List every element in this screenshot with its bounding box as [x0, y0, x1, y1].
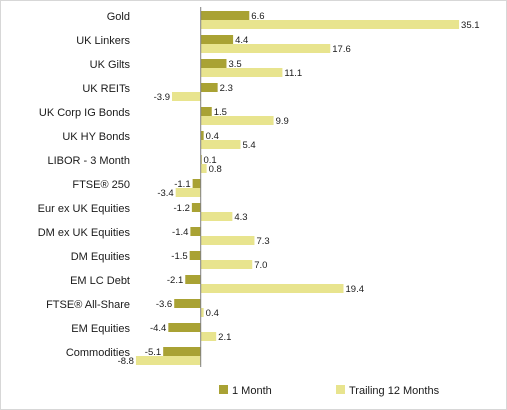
data-label: 17.6: [332, 44, 351, 55]
data-label: -1.1: [174, 179, 190, 190]
bar-trailing-12-months: [200, 68, 283, 77]
data-label: 7.0: [254, 260, 267, 271]
category-label: EM Equities: [71, 323, 130, 335]
category-label: DM ex UK Equities: [38, 227, 131, 239]
data-label: 0.4: [206, 131, 219, 142]
category-label: FTSE® 250: [72, 179, 130, 191]
category-label: Commodities: [66, 347, 131, 359]
category-label: UK Gilts: [90, 59, 131, 71]
data-label: 1.5: [214, 107, 227, 118]
bar-trailing-12-months: [200, 284, 344, 293]
category-label: FTSE® All-Share: [46, 299, 130, 311]
category-label: EM LC Debt: [70, 275, 130, 287]
data-label: -3.4: [157, 188, 173, 199]
data-label: 0.1: [203, 155, 216, 166]
data-label: -1.4: [172, 227, 188, 238]
legend: 1 Month Trailing 12 Months: [219, 385, 440, 397]
data-label: 19.4: [346, 284, 365, 295]
bar-1-month: [200, 11, 250, 20]
bar-trailing-12-months: [200, 44, 331, 53]
data-label: -3.9: [154, 92, 170, 103]
bar-1-month: [185, 275, 201, 284]
data-label: 7.3: [256, 236, 269, 247]
data-label: 6.6: [251, 11, 264, 22]
bar-trailing-12-months: [200, 164, 207, 173]
data-label: -8.8: [118, 356, 134, 367]
data-label: -1.5: [171, 251, 187, 262]
data-label: 9.9: [276, 116, 289, 127]
bar-1-month: [200, 59, 227, 68]
bar-trailing-12-months: [200, 260, 253, 269]
bar-trailing-12-months: [200, 332, 217, 341]
data-label: 11.1: [284, 68, 302, 79]
bar-1-month: [191, 203, 201, 212]
bar-1-month: [200, 35, 234, 44]
category-label: UK Linkers: [76, 35, 130, 47]
bar-1-month: [163, 347, 201, 356]
legend-swatch: [219, 385, 228, 394]
data-label: 2.1: [218, 332, 231, 343]
legend-label: 1 Month: [232, 385, 272, 397]
data-label: -5.1: [145, 347, 161, 358]
bar-trailing-12-months: [200, 116, 274, 125]
bar-1-month: [174, 299, 201, 308]
data-label: 3.5: [228, 59, 241, 70]
category-label: LIBOR - 3 Month: [47, 155, 130, 167]
data-label: 0.4: [206, 308, 219, 319]
data-label: -1.2: [174, 203, 190, 214]
bar-1-month: [200, 131, 204, 140]
bar-trailing-12-months: [200, 140, 241, 149]
data-label: -2.1: [167, 275, 183, 286]
category-label: UK REITs: [82, 83, 130, 95]
data-label: 0.8: [209, 164, 222, 175]
data-label: -4.4: [150, 323, 166, 334]
category-label: Eur ex UK Equities: [38, 203, 131, 215]
bar-trailing-12-months: [172, 92, 201, 101]
category-label: DM Equities: [71, 251, 131, 263]
bar-1-month: [190, 227, 201, 236]
data-label: 2.3: [220, 83, 233, 94]
bar-1-month: [189, 251, 201, 260]
bar-1-month: [168, 323, 201, 332]
category-label: UK HY Bonds: [62, 131, 130, 143]
category-label: Gold: [107, 11, 130, 23]
bar-trailing-12-months: [135, 356, 201, 365]
category-label: UK Corp IG Bonds: [39, 107, 131, 119]
data-label: 4.4: [235, 35, 248, 46]
bar-1-month: [200, 83, 218, 92]
bar-trailing-12-months: [200, 308, 204, 317]
bar-1-month: [192, 179, 201, 188]
bar-trailing-12-months: [175, 188, 201, 197]
legend-swatch: [336, 385, 345, 394]
data-label: 5.4: [242, 140, 255, 151]
bar-trailing-12-months: [200, 20, 460, 29]
bar-trailing-12-months: [200, 236, 255, 245]
bars-layer: [135, 11, 460, 365]
data-label: -3.6: [156, 299, 172, 310]
value-labels-layer: 6.6 35.1 4.4 17.6 3.5 11.1 2.3 -3.9 1.5 9.9 0.4 5.4…: [118, 11, 480, 367]
legend-label: Trailing 12 Months: [349, 385, 440, 397]
bar-trailing-12-months: [200, 212, 233, 221]
category-labels-layer: Gold UK Linkers UK Gilts UK REITs UK Corp IG…: [38, 11, 131, 359]
data-label: 35.1: [461, 20, 480, 31]
data-label: 4.3: [234, 212, 247, 223]
bar-1-month: [200, 107, 212, 116]
